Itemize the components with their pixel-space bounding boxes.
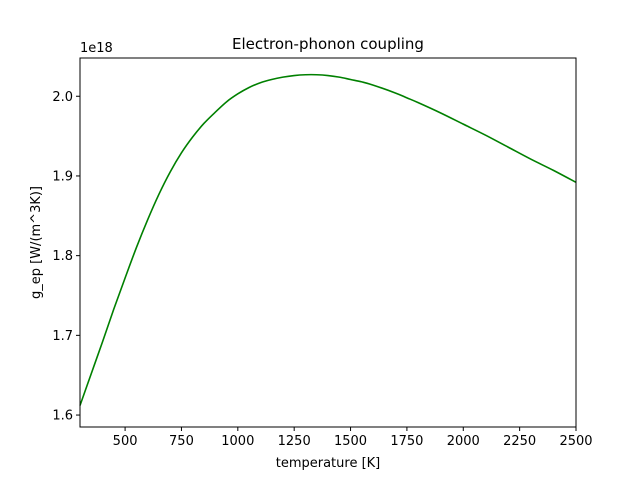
series-line-0 xyxy=(79,73,577,406)
x-tick-label: 750 xyxy=(169,434,194,449)
y-tick-label: 1.6 xyxy=(52,409,73,424)
y-axis-label: g_ep [W/(m^3K)] xyxy=(29,186,44,299)
y-tick-label: 2.0 xyxy=(52,90,73,105)
series-layer xyxy=(79,73,577,406)
y-tick-label: 1.7 xyxy=(52,329,73,344)
plot-frame xyxy=(79,57,577,428)
x-axis: 500 750 1000 1250 1500 1750 2000 2250 2500 xyxy=(113,427,593,449)
chart-title: Electron-phonon coupling xyxy=(232,35,424,53)
x-tick-label: 1250 xyxy=(278,434,311,449)
x-tick-label: 1750 xyxy=(390,434,423,449)
x-tick-label: 2000 xyxy=(447,434,480,449)
y-offset-label: 1e18 xyxy=(80,41,113,56)
x-tick-label: 2500 xyxy=(559,434,592,449)
x-tick-label: 2250 xyxy=(503,434,536,449)
x-axis-label: temperature [K] xyxy=(276,456,381,471)
x-tick-label: 1500 xyxy=(334,434,367,449)
y-axis: 1.6 1.7 1.8 1.9 2.0 xyxy=(52,90,80,424)
x-tick-label: 1000 xyxy=(221,434,254,449)
x-tick-label: 500 xyxy=(113,434,138,449)
y-tick-label: 1.9 xyxy=(52,169,73,184)
y-tick-label: 1.8 xyxy=(52,249,73,264)
